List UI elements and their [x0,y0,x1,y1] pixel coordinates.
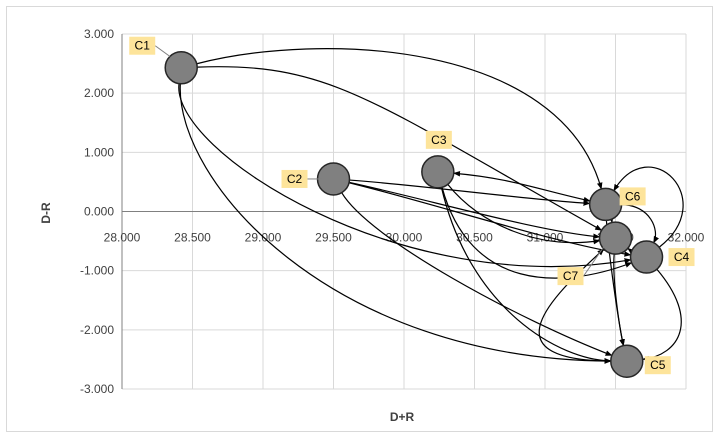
relation-arrow [441,187,633,279]
relation-arrow [349,181,601,240]
x-tick-label: 28.500 [174,231,211,245]
relation-arrow [197,66,603,231]
label-leader-line [154,45,171,57]
relation-arrow [621,204,659,244]
point-label-c1: C1 [135,39,151,53]
relation-arrow [341,192,613,356]
point-c3 [421,155,455,189]
point-label-c5: C5 [650,358,666,372]
relation-arrow [178,83,632,268]
y-tick-label: 1.000 [84,145,114,159]
point-label-box [425,130,452,149]
y-tick-label: 2.000 [84,86,114,100]
point-c6 [588,187,623,222]
point-label-c2: C2 [287,172,303,186]
relation-arrow [179,83,612,364]
point-label-box [619,187,646,206]
y-axis-title: D-R [39,202,53,224]
relation-arrow [538,248,611,362]
x-tick-label: 28.000 [104,231,141,245]
point-c5 [610,344,644,378]
relation-arrow [641,268,682,362]
relation-arrow [447,184,601,245]
point-c4 [629,240,664,274]
point-c7 [598,221,633,255]
axes: 28.000 28.500 29.000 29.500 30.000 30.500 31.0… [80,27,705,396]
point-label-box [644,356,671,375]
point-label-c7: C7 [563,269,579,283]
points [164,50,664,378]
point-label-c4: C4 [674,250,690,264]
x-tick-label: 30.500 [456,231,493,245]
point-label-box [129,36,156,55]
point-label-c3: C3 [431,133,447,147]
y-tick-label: 0.000 [84,205,114,219]
relation-arrow [453,170,591,203]
relation-arrow [196,48,603,190]
x-tick-label: 32.000 [668,231,705,245]
x-axis-title: D+R [390,410,415,424]
point-label-box [668,248,695,267]
point-label-box [557,267,584,286]
relations [178,48,684,364]
y-tick-label: 3.000 [84,27,114,41]
label-leader-line [583,245,605,277]
y-tick-label: -3.000 [80,382,114,396]
point-c1 [164,50,198,85]
relation-arrow [440,187,612,364]
relation-arrow [613,254,625,347]
x-tick-label: 30.000 [386,231,423,245]
point-label-box [281,169,308,188]
x-tick-label: 29.500 [315,231,352,245]
y-tick-label: -2.000 [80,323,114,337]
point-label-c6: C6 [625,189,641,203]
point-labels: C1 C2 C3 C4 C5 C6 C7 [129,36,695,375]
relation-arrow [613,166,684,248]
y-tick-label: -1.000 [80,264,114,278]
